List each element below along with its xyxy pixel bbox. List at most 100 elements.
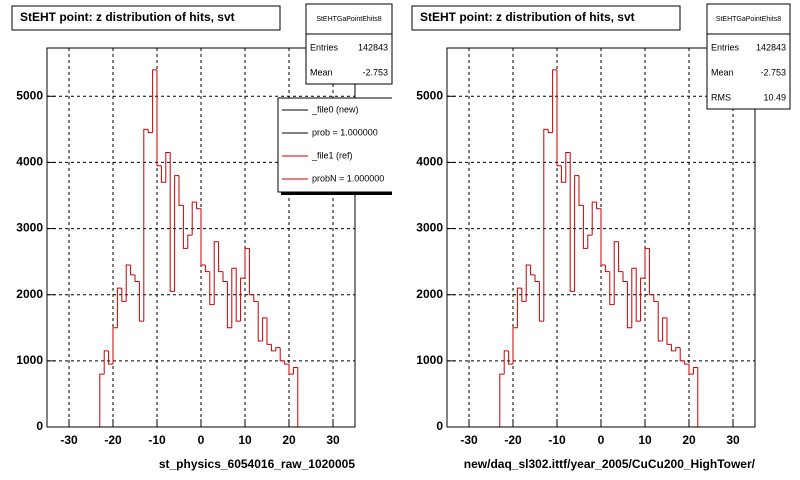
histogram-bin [618, 241, 623, 273]
histogram-bin [666, 317, 672, 345]
stats-value: 142843 [358, 42, 388, 52]
legend-box [277, 97, 392, 193]
histogram-bin [292, 366, 298, 375]
x-axis-label: new/daq_sl302.ittf/year_2005/CuCu200_Hig… [464, 457, 756, 471]
x-tick-label: 30 [726, 433, 740, 447]
y-tick-label: 4000 [16, 155, 43, 169]
histogram-bin [121, 288, 127, 302]
histogram-bin [574, 175, 579, 292]
x-tick-label: -30 [460, 433, 478, 447]
histogram-bin [569, 152, 575, 292]
histogram-bin [587, 234, 593, 249]
histogram-bin [266, 317, 272, 345]
histogram-bin [222, 271, 228, 282]
histogram-bin [204, 264, 210, 273]
stats-label: Mean [711, 67, 734, 77]
histogram-bin [248, 248, 254, 296]
histogram-bin [516, 287, 522, 328]
histogram-bin [543, 128, 549, 322]
stats-title: StEHTGaPointEhits8 [716, 16, 781, 23]
histogram-bin [582, 205, 588, 249]
x-tick-label: 0 [198, 433, 205, 447]
x-tick-label: -20 [104, 433, 122, 447]
stats-label: Mean [310, 67, 333, 77]
histogram-bin [244, 247, 250, 279]
histogram-bin [270, 344, 276, 352]
panel: 0 1000 2000 3000 4000 5000 -30 -20 -10 0 10 20 30 st_… [11, 3, 393, 471]
histogram-bin [235, 268, 241, 322]
legend-label: probN = 1.000000 [312, 173, 384, 183]
x-tick-label: 20 [682, 433, 696, 447]
x-tick-label: -30 [60, 433, 78, 447]
stats-box [706, 3, 791, 110]
histogram-bin [99, 373, 105, 427]
histogram-bin [288, 364, 294, 375]
histogram-bin [191, 201, 197, 236]
histogram-bin [226, 281, 232, 329]
histogram-bin [662, 317, 667, 342]
panel: 0 1000 2000 3000 4000 5000 -30 -20 -10 0 10 20 30 new… [411, 3, 791, 471]
histogram-bin [218, 241, 223, 273]
histogram-bin [591, 201, 597, 236]
legend-label: prob = 1.000000 [312, 127, 378, 137]
x-tick-label: 0 [598, 433, 605, 447]
histogram-bin [108, 350, 113, 365]
histogram-bin [613, 241, 619, 305]
histogram-bin [657, 301, 663, 342]
title-box [11, 5, 281, 31]
histogram-bin [152, 69, 157, 133]
histogram-bin [182, 205, 188, 249]
histogram-bin [116, 287, 122, 328]
histogram-bin [565, 152, 571, 183]
stats-value: 142843 [756, 42, 786, 52]
y-tick-label: 2000 [16, 287, 43, 301]
histogram-bin [125, 264, 131, 302]
histogram-bin [284, 360, 289, 365]
chart-title: StEHT point: z distribution of hits, svt [20, 10, 235, 24]
histogram-bin [147, 129, 153, 134]
y-tick-label: 5000 [416, 88, 443, 102]
legend-label: _file1 (ref) [311, 150, 353, 160]
histogram-bin [525, 264, 531, 302]
y-tick-label: 1000 [16, 353, 43, 367]
x-tick-label: -10 [148, 433, 166, 447]
y-tick-label: 5000 [16, 88, 43, 102]
x-tick-label: -10 [548, 433, 566, 447]
histogram-bin [578, 175, 584, 206]
stats-label: RMS [711, 92, 731, 102]
histogram-bin [169, 152, 175, 292]
histogram-bin [692, 366, 698, 375]
histogram-bin [209, 271, 215, 306]
histogram-bin [635, 268, 641, 322]
stats-value: -2.753 [362, 67, 388, 77]
histogram-bin [648, 248, 654, 296]
histogram-bin [213, 241, 219, 305]
histogram-bin [622, 271, 628, 282]
y-tick-label: 4000 [416, 155, 443, 169]
histogram-bin [257, 301, 263, 342]
stats-box [305, 3, 393, 85]
x-tick-label: 20 [282, 433, 296, 447]
histogram-bin [596, 202, 601, 210]
stats-label: Entries [711, 42, 740, 52]
histogram-bin [138, 281, 144, 322]
histogram-bin [174, 175, 179, 292]
histogram-bin [112, 327, 118, 365]
chart-title: StEHT point: z distribution of hits, svt [420, 10, 635, 24]
histogram-bin [688, 364, 694, 375]
x-tick-label: 30 [326, 433, 340, 447]
histogram-bin [560, 165, 566, 183]
x-tick-label: -20 [504, 433, 522, 447]
histogram-bin [253, 294, 259, 302]
histogram-bin [134, 274, 140, 282]
histogram-bin [275, 347, 281, 351]
title-box [411, 5, 681, 31]
y-tick-label: 0 [36, 419, 43, 433]
histogram-bin [156, 69, 162, 167]
legend: _file0 (new) prob = 1.000000 _file1 (ref) p… [277, 97, 392, 195]
histogram-bin [530, 264, 535, 276]
x-axis-label: st_physics_6054016_raw_1020005 [159, 457, 355, 471]
histogram-bin [604, 264, 610, 273]
histogram-bin [644, 247, 650, 279]
histogram-bin [609, 271, 615, 306]
